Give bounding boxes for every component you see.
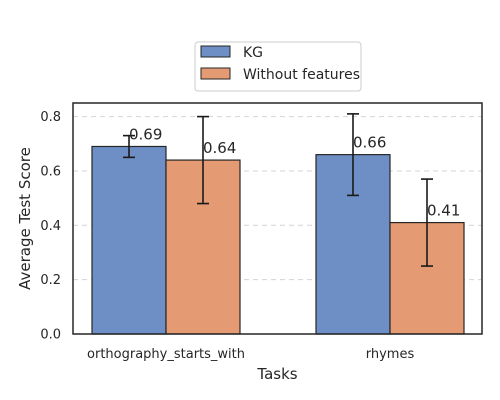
x-tick-label: orthography_starts_with	[87, 347, 245, 362]
y-tick-label: 0.4	[40, 219, 61, 234]
legend-label: Without features	[243, 67, 360, 83]
data-label: 0.64	[203, 139, 236, 157]
plot-frame	[72, 102, 483, 335]
legend-label: KG	[243, 45, 263, 61]
bar	[91, 145, 167, 335]
y-tick-label: 0.8	[40, 110, 61, 125]
x-tick-label: rhymes	[366, 347, 415, 362]
data-label: 0.41	[427, 202, 460, 220]
y-axis-label: Average Test Score	[16, 147, 34, 290]
legend-swatch	[200, 45, 231, 58]
x-axis-label: Tasks	[256, 365, 297, 383]
legend-box	[194, 41, 362, 92]
legend: KG Without features	[194, 41, 362, 92]
y-tick-label: 0.6	[40, 164, 61, 179]
data-labels: 0.69 0.66 0.64 0.41	[129, 125, 460, 219]
bars	[91, 145, 465, 335]
y-tick-label: 0.2	[40, 273, 61, 288]
error-bars	[123, 113, 433, 267]
data-label: 0.69	[129, 125, 162, 143]
data-label: 0.66	[353, 134, 386, 152]
y-axis-ticks: 0.0 0.2 0.4 0.6 0.8	[40, 110, 61, 342]
legend-swatch	[200, 67, 231, 80]
x-axis-ticks: orthography_starts_with rhymes	[87, 347, 414, 362]
y-tick-label: 0.0	[40, 328, 61, 343]
